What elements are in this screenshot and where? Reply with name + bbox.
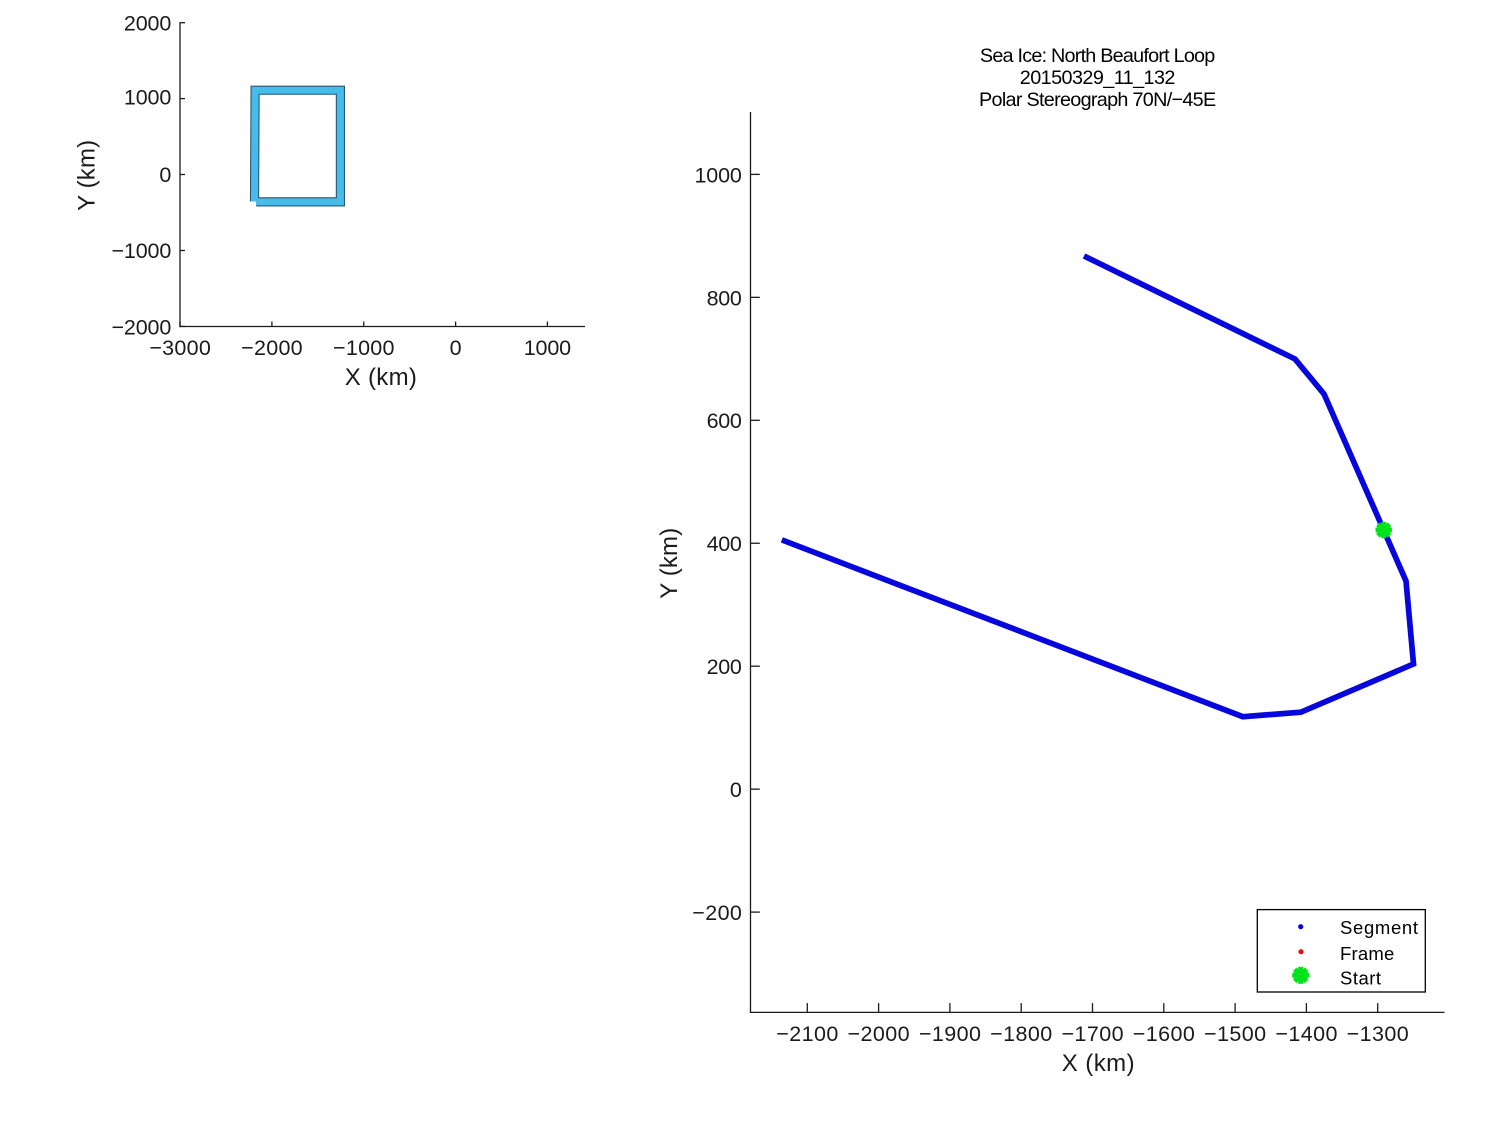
svg-text:Sea Ice: North Beaufort Loop: Sea Ice: North Beaufort Loop [980, 45, 1215, 67]
svg-text:Segment: Segment [1340, 917, 1418, 938]
svg-text:0: 0 [450, 336, 462, 360]
svg-text:Polar Stereograph 70N/−45E: Polar Stereograph 70N/−45E [979, 89, 1216, 111]
svg-text:Y (km): Y (km) [656, 528, 683, 599]
svg-text:X (km): X (km) [1062, 1050, 1135, 1077]
svg-text:−1700: −1700 [1061, 1022, 1123, 1046]
svg-text:1000: 1000 [695, 163, 742, 187]
svg-text:0: 0 [730, 778, 742, 802]
svg-text:600: 600 [707, 409, 742, 433]
svg-text:−1500: −1500 [1204, 1022, 1266, 1046]
svg-text:−3000: −3000 [149, 336, 211, 360]
svg-text:−1000: −1000 [112, 239, 172, 263]
svg-text:1000: 1000 [124, 86, 171, 110]
svg-text:−2100: −2100 [776, 1022, 838, 1046]
svg-text:400: 400 [707, 532, 742, 556]
svg-text:Start: Start [1340, 967, 1381, 988]
svg-text:−2000: −2000 [241, 336, 303, 360]
svg-text:800: 800 [707, 286, 742, 310]
svg-text:−1400: −1400 [1275, 1022, 1337, 1046]
svg-text:−1900: −1900 [919, 1022, 981, 1046]
svg-text:2000: 2000 [124, 12, 171, 36]
svg-text:−2000: −2000 [848, 1022, 910, 1046]
svg-text:−1600: −1600 [1133, 1022, 1195, 1046]
svg-text:1000: 1000 [524, 336, 571, 360]
svg-text:200: 200 [707, 655, 742, 679]
svg-text:20150329_11_132: 20150329_11_132 [1020, 67, 1176, 89]
svg-text:−2000: −2000 [112, 315, 172, 339]
svg-text:−1000: −1000 [333, 336, 395, 360]
svg-text:X (km): X (km) [345, 364, 417, 391]
svg-text:−200: −200 [692, 901, 742, 925]
svg-text:Frame: Frame [1340, 943, 1394, 964]
svg-text:Y (km): Y (km) [74, 140, 101, 211]
svg-text:0: 0 [159, 163, 171, 187]
svg-text:−1300: −1300 [1347, 1022, 1409, 1046]
svg-text:−1800: −1800 [990, 1022, 1052, 1046]
